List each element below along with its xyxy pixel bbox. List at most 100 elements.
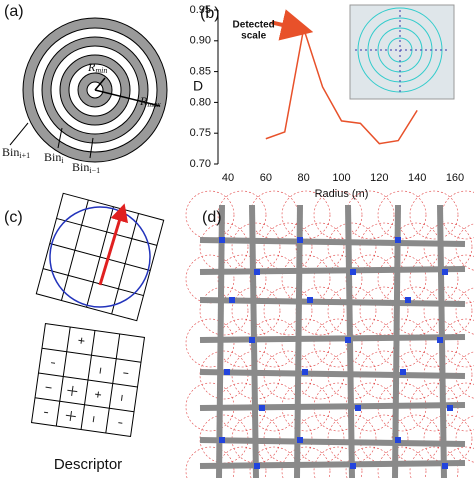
x-tick-label: 120 [370,172,388,184]
keypoint [254,269,260,275]
grid-bottom [30,322,146,438]
y-tick-label: 0.85 [190,66,211,78]
keypoint [297,437,303,443]
r-max-label: Rmax [139,94,161,109]
pointer [89,137,94,159]
scale-circle [441,318,474,368]
road [199,237,466,247]
keypoint [355,405,361,411]
keypoint [442,269,448,275]
scale-circle [441,382,474,432]
grid-lines [42,199,158,315]
scale-circle [281,318,331,368]
road [199,334,466,343]
keypoint [345,337,351,343]
panel-label: (b) [200,5,220,22]
panel-label: (a) [4,3,24,20]
keypoint [437,337,443,343]
scale-circle [409,318,459,368]
scale-circle [217,446,267,478]
caption: Descriptor [54,456,122,473]
keypoint [447,405,453,411]
scale-circle [263,286,313,336]
pointer [57,127,63,149]
scale-circle [377,318,427,368]
r-min-base: R [87,60,96,74]
keypoint [350,463,356,469]
r-min-label: Rmin [87,60,107,75]
keypoint [297,237,303,243]
keypoint [400,369,406,375]
road [199,297,466,307]
y-axis-label: D [193,78,203,94]
inset-frame [349,4,455,100]
y-tick-label: 0.80 [190,96,211,108]
scale-circle [441,254,474,304]
road [199,460,466,469]
scale-circle [281,446,331,478]
x-tick-label: 160 [446,172,464,184]
bin-base: Bin [44,150,61,164]
keypoint [224,369,230,375]
road [199,402,466,411]
r-max-base: R [139,94,148,108]
bin-sub: i+1 [19,151,30,160]
scale-circle [313,190,363,240]
keypoint [442,463,448,469]
bin-label: Bini+1 [2,145,30,160]
inset-image [349,4,455,100]
bin-base: Bin [2,145,19,159]
scale-circle [217,318,267,368]
grid-top [35,192,165,322]
keypoint [395,237,401,243]
data-line [265,28,418,145]
panel-d [185,190,474,478]
bin-label: Bini−1 [72,160,100,175]
annotation: Detected scale [233,19,275,41]
y-tick-label: 0.75 [190,127,211,139]
panel-label: (d) [202,209,222,226]
panel-c: (c) Descriptor [4,192,165,473]
pointer [9,122,29,146]
y-tick-label: 0.90 [190,35,211,47]
scale-circle [377,446,427,478]
r-min-sub: min [95,66,107,75]
panel-a: (a) Rmin Rmax Bini+1 Bini Bini−1 [2,3,168,175]
bin-base: Bin [72,160,89,174]
descriptor-glyphs [44,337,129,424]
scale-circle [423,350,473,400]
x-tick-label: 40 [222,172,234,184]
y-tick-label: 0.95 [190,4,211,16]
scale-circle [441,190,474,240]
keypoint [229,297,235,303]
x-tick-label: 60 [260,172,272,184]
annotation-line: scale [241,30,266,41]
keypoint [219,437,225,443]
keypoint [307,297,313,303]
road [392,204,401,478]
scale-circle [441,446,474,478]
road [199,437,466,447]
bin-sub: i [61,156,64,165]
panel-label: (c) [4,209,23,226]
x-axis-label: Radius (m) [315,188,369,200]
scale-circle [313,318,363,368]
orientation-arrow [98,203,129,286]
road [199,369,466,379]
keypoint [302,369,308,375]
annotation-arrow [271,9,314,41]
grid-lines [34,326,142,434]
r-max-sub: max [147,100,161,109]
scale-circle [377,190,427,240]
annotation-line: Detected [233,19,275,30]
keypoint [405,297,411,303]
scale-circle [409,446,459,478]
keypoint [249,337,255,343]
scale-circle [185,446,235,478]
x-tick-label: 100 [332,172,350,184]
x-tick-label: 80 [298,172,310,184]
keypoint [350,269,356,275]
radius-line [94,89,161,107]
y-tick-label: 0.70 [190,158,211,170]
